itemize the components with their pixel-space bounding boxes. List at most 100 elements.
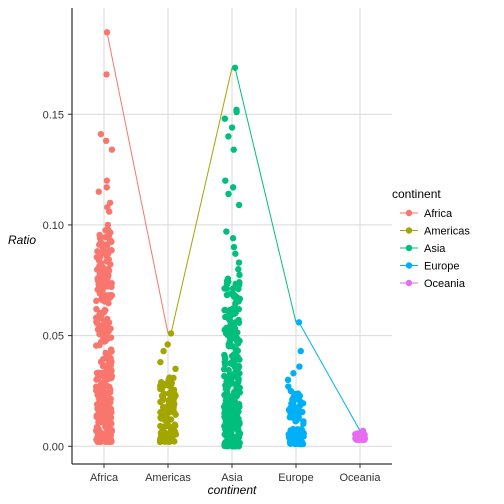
point-asia-156 bbox=[221, 431, 228, 438]
point-asia-271 bbox=[226, 306, 234, 314]
point-americas-98 bbox=[159, 408, 167, 416]
point-asia-outlier-7 bbox=[222, 177, 229, 184]
point-asia-214 bbox=[227, 432, 234, 439]
point-asia-outlier-11 bbox=[223, 228, 230, 235]
point-americas-68 bbox=[172, 411, 179, 418]
point-americas-105 bbox=[172, 431, 180, 438]
point-africa-270 bbox=[104, 273, 112, 281]
point-africa-274 bbox=[95, 427, 103, 435]
point-africa-outlier-4 bbox=[108, 146, 116, 153]
point-asia-259 bbox=[228, 414, 235, 421]
point-americas-106 bbox=[172, 392, 179, 399]
point-asia-outlier-13 bbox=[230, 243, 238, 251]
point-africa-198 bbox=[97, 239, 105, 246]
point-europe-65 bbox=[297, 426, 305, 433]
point-asia-205 bbox=[227, 371, 234, 379]
point-europe-61 bbox=[298, 433, 306, 441]
point-africa-outlier-2 bbox=[97, 130, 105, 138]
legend-label-americas: Americas bbox=[424, 226, 470, 238]
point-africa-315 bbox=[107, 361, 114, 369]
y-tick-label-3: 0.15 bbox=[43, 109, 64, 121]
point-asia-outlier-3 bbox=[221, 115, 229, 122]
series-oceania bbox=[352, 427, 368, 443]
point-africa-outlier-0 bbox=[103, 29, 111, 36]
point-americas-103 bbox=[171, 438, 178, 445]
point-africa-287 bbox=[107, 229, 114, 236]
point-asia-235 bbox=[231, 362, 239, 369]
point-asia-112 bbox=[235, 281, 243, 289]
legend-key-oceania bbox=[405, 279, 413, 287]
point-africa-312 bbox=[94, 385, 101, 392]
point-americas-outlier-2 bbox=[160, 347, 167, 355]
point-africa-188 bbox=[93, 297, 100, 305]
point-asia-232 bbox=[231, 388, 239, 396]
y-axis-title: Ratio bbox=[8, 233, 36, 247]
point-africa-outlier-11 bbox=[104, 221, 112, 229]
point-europe-72 bbox=[290, 426, 297, 434]
point-americas-outlier-1 bbox=[164, 341, 171, 348]
point-asia-190 bbox=[232, 309, 239, 317]
point-asia-267 bbox=[230, 395, 238, 402]
point-americas-outlier-4 bbox=[172, 365, 179, 373]
point-europe-outlier-4 bbox=[284, 376, 292, 384]
point-asia-outlier-10 bbox=[235, 201, 243, 209]
point-asia-outlier-14 bbox=[232, 250, 239, 257]
x-tick-label-europe: Europe bbox=[278, 472, 313, 484]
point-asia-247 bbox=[226, 317, 234, 324]
point-africa-313 bbox=[99, 362, 107, 370]
y-tick-labels: 0.00 0.05 0.10 0.15 bbox=[43, 109, 64, 453]
data-points bbox=[92, 29, 368, 450]
legend-key-americas bbox=[405, 227, 413, 234]
point-africa-316 bbox=[103, 436, 111, 444]
legend-label-oceania: Oceania bbox=[424, 278, 466, 290]
point-europe-outlier-1 bbox=[297, 347, 304, 355]
point-asia-249 bbox=[235, 418, 243, 425]
point-americas-100 bbox=[158, 415, 165, 422]
series-asia bbox=[220, 64, 244, 450]
axes bbox=[68, 8, 392, 468]
point-africa-335 bbox=[103, 420, 110, 427]
point-asia-257 bbox=[222, 327, 229, 335]
point-africa-328 bbox=[96, 395, 104, 402]
y-tick-label-1: 0.05 bbox=[43, 331, 64, 343]
point-africa-290 bbox=[108, 372, 116, 380]
legend-title: continent bbox=[392, 187, 441, 201]
point-asia-193 bbox=[236, 271, 243, 279]
point-asia-248 bbox=[221, 306, 229, 314]
point-europe-outlier-0 bbox=[295, 319, 303, 326]
point-asia-264 bbox=[232, 319, 239, 327]
point-africa-113 bbox=[93, 305, 100, 313]
point-africa-311 bbox=[102, 349, 109, 357]
point-asia-241 bbox=[233, 335, 241, 342]
point-asia-233 bbox=[222, 442, 230, 450]
series-africa bbox=[92, 29, 116, 446]
point-asia-212 bbox=[222, 313, 229, 321]
point-africa-332 bbox=[103, 395, 110, 403]
point-africa-322 bbox=[106, 384, 113, 392]
point-africa-305 bbox=[100, 335, 107, 342]
point-africa-307 bbox=[107, 325, 114, 332]
point-africa-outlier-7 bbox=[95, 188, 102, 195]
point-asia-132 bbox=[222, 355, 229, 363]
point-americas-97 bbox=[167, 429, 174, 437]
point-oceania-59 bbox=[357, 432, 365, 439]
point-africa-325 bbox=[101, 306, 108, 314]
point-europe-76 bbox=[300, 418, 307, 425]
point-africa-267 bbox=[96, 341, 103, 349]
point-africa-329 bbox=[94, 434, 101, 442]
legend-label-africa: Africa bbox=[424, 208, 453, 220]
point-africa-320 bbox=[98, 404, 105, 411]
legend-label-asia: Asia bbox=[424, 243, 446, 255]
point-africa-outlier-5 bbox=[103, 177, 111, 184]
point-africa-284 bbox=[100, 281, 108, 288]
point-americas-92 bbox=[157, 422, 164, 430]
point-africa-333 bbox=[104, 411, 111, 418]
point-asia-174 bbox=[221, 372, 228, 380]
point-asia-outlier-5 bbox=[225, 133, 232, 140]
point-asia-272 bbox=[233, 297, 240, 304]
point-asia-182 bbox=[224, 275, 232, 282]
point-africa-295 bbox=[98, 330, 105, 338]
point-americas-86 bbox=[171, 421, 179, 428]
point-africa-241 bbox=[101, 375, 109, 382]
